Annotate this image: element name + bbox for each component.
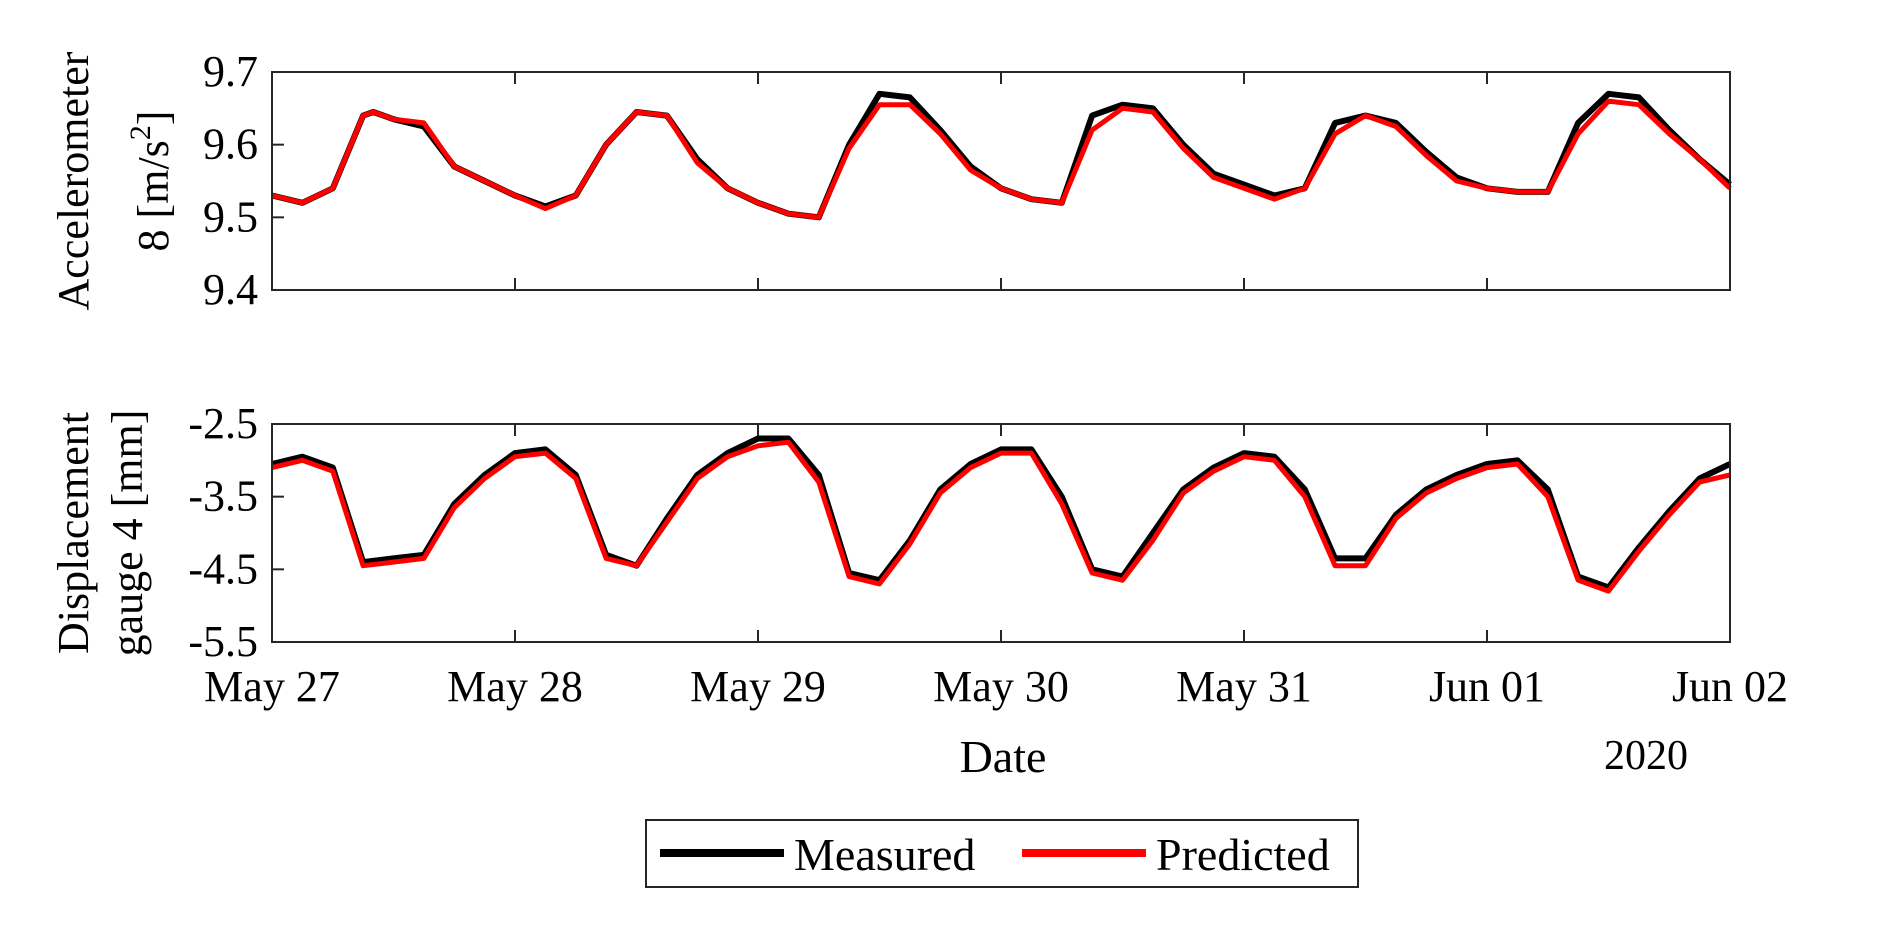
accelerometer-ytick-label: 9.7: [203, 47, 258, 96]
accelerometer-ylabel-line1: Accelerometer: [49, 51, 98, 310]
displacement-ticks: [271, 423, 1731, 643]
accelerometer-series-predicted: [271, 98, 1732, 220]
xtick-label: May 28: [447, 662, 583, 711]
displacement-ytick-label: -5.5: [188, 617, 258, 666]
legend: Measured Predicted: [645, 819, 1359, 888]
displacement-ylabel-line1: Displacement: [49, 412, 98, 654]
accelerometer-ytick-label: 9.5: [203, 192, 258, 241]
accelerometer-ytick-label: 9.6: [203, 120, 258, 169]
displacement-ytick-labels: -5.5 -4.5 -3.5 -2.5: [188, 399, 258, 666]
xtick-label: Jun 02: [1672, 662, 1788, 711]
accelerometer-series-measured: [271, 90, 1732, 221]
legend-predicted-label: Predicted: [1156, 829, 1330, 880]
displacement-series-predicted: [271, 439, 1731, 594]
xtick-label: May 27: [204, 662, 340, 711]
accelerometer-ylabel-unit: 8 [m/s: [129, 140, 178, 251]
displacement-panel: -5.5 -4.5 -3.5 -2.5 May 27 May 28 May 29 May 3…: [49, 399, 1788, 782]
accelerometer-ylabel-line2: 8 [m/s2]: [124, 111, 178, 252]
legend-measured-label: Measured: [794, 829, 975, 880]
xtick-label: May 29: [690, 662, 826, 711]
displacement-xtick-labels: May 27 May 28 May 29 May 30 May 31 Jun 01 Jun …: [204, 662, 1788, 711]
displacement-ytick-label: -4.5: [188, 544, 258, 593]
displacement-ytick-label: -3.5: [188, 472, 258, 521]
accelerometer-ytick-labels: 9.4 9.5 9.6 9.7: [203, 47, 258, 314]
accelerometer-panel: 9.4 9.5 9.6 9.7 Accelerometer 8 [m/s2]: [49, 47, 1732, 314]
displacement-series-measured: [271, 435, 1732, 591]
accelerometer-axes-box: [271, 71, 1731, 291]
xtick-label: May 30: [933, 662, 1069, 711]
displacement-ylabel-line2: gauge 4 [mm]: [103, 410, 152, 657]
x-axis-label: Date: [960, 731, 1047, 782]
accelerometer-ylabel-exponent: 2: [124, 125, 157, 140]
accelerometer-series: [271, 90, 1732, 221]
xtick-label: May 31: [1176, 662, 1312, 711]
displacement-series: [271, 435, 1732, 594]
displacement-axes-box: [271, 423, 1731, 643]
x-axis-year-label: 2020: [1604, 733, 1688, 779]
displacement-ytick-label: -2.5: [188, 399, 258, 448]
accelerometer-ylabel-close: ]: [129, 111, 178, 126]
accelerometer-ytick-label: 9.4: [203, 265, 258, 314]
xtick-label: Jun 01: [1429, 662, 1545, 711]
